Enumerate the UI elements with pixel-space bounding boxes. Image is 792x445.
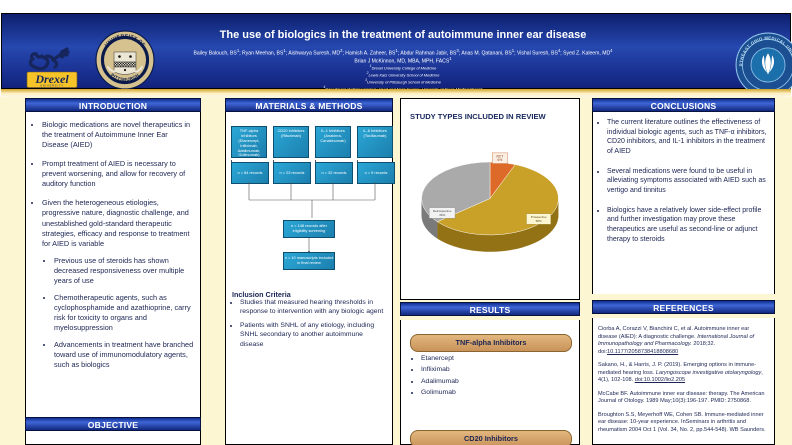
svg-text:UNIVERSITY: UNIVERSITY	[40, 84, 64, 88]
svg-text:58%: 58%	[536, 219, 542, 223]
svg-text:36%: 36%	[439, 213, 445, 217]
svg-text:6%: 6%	[498, 158, 503, 162]
